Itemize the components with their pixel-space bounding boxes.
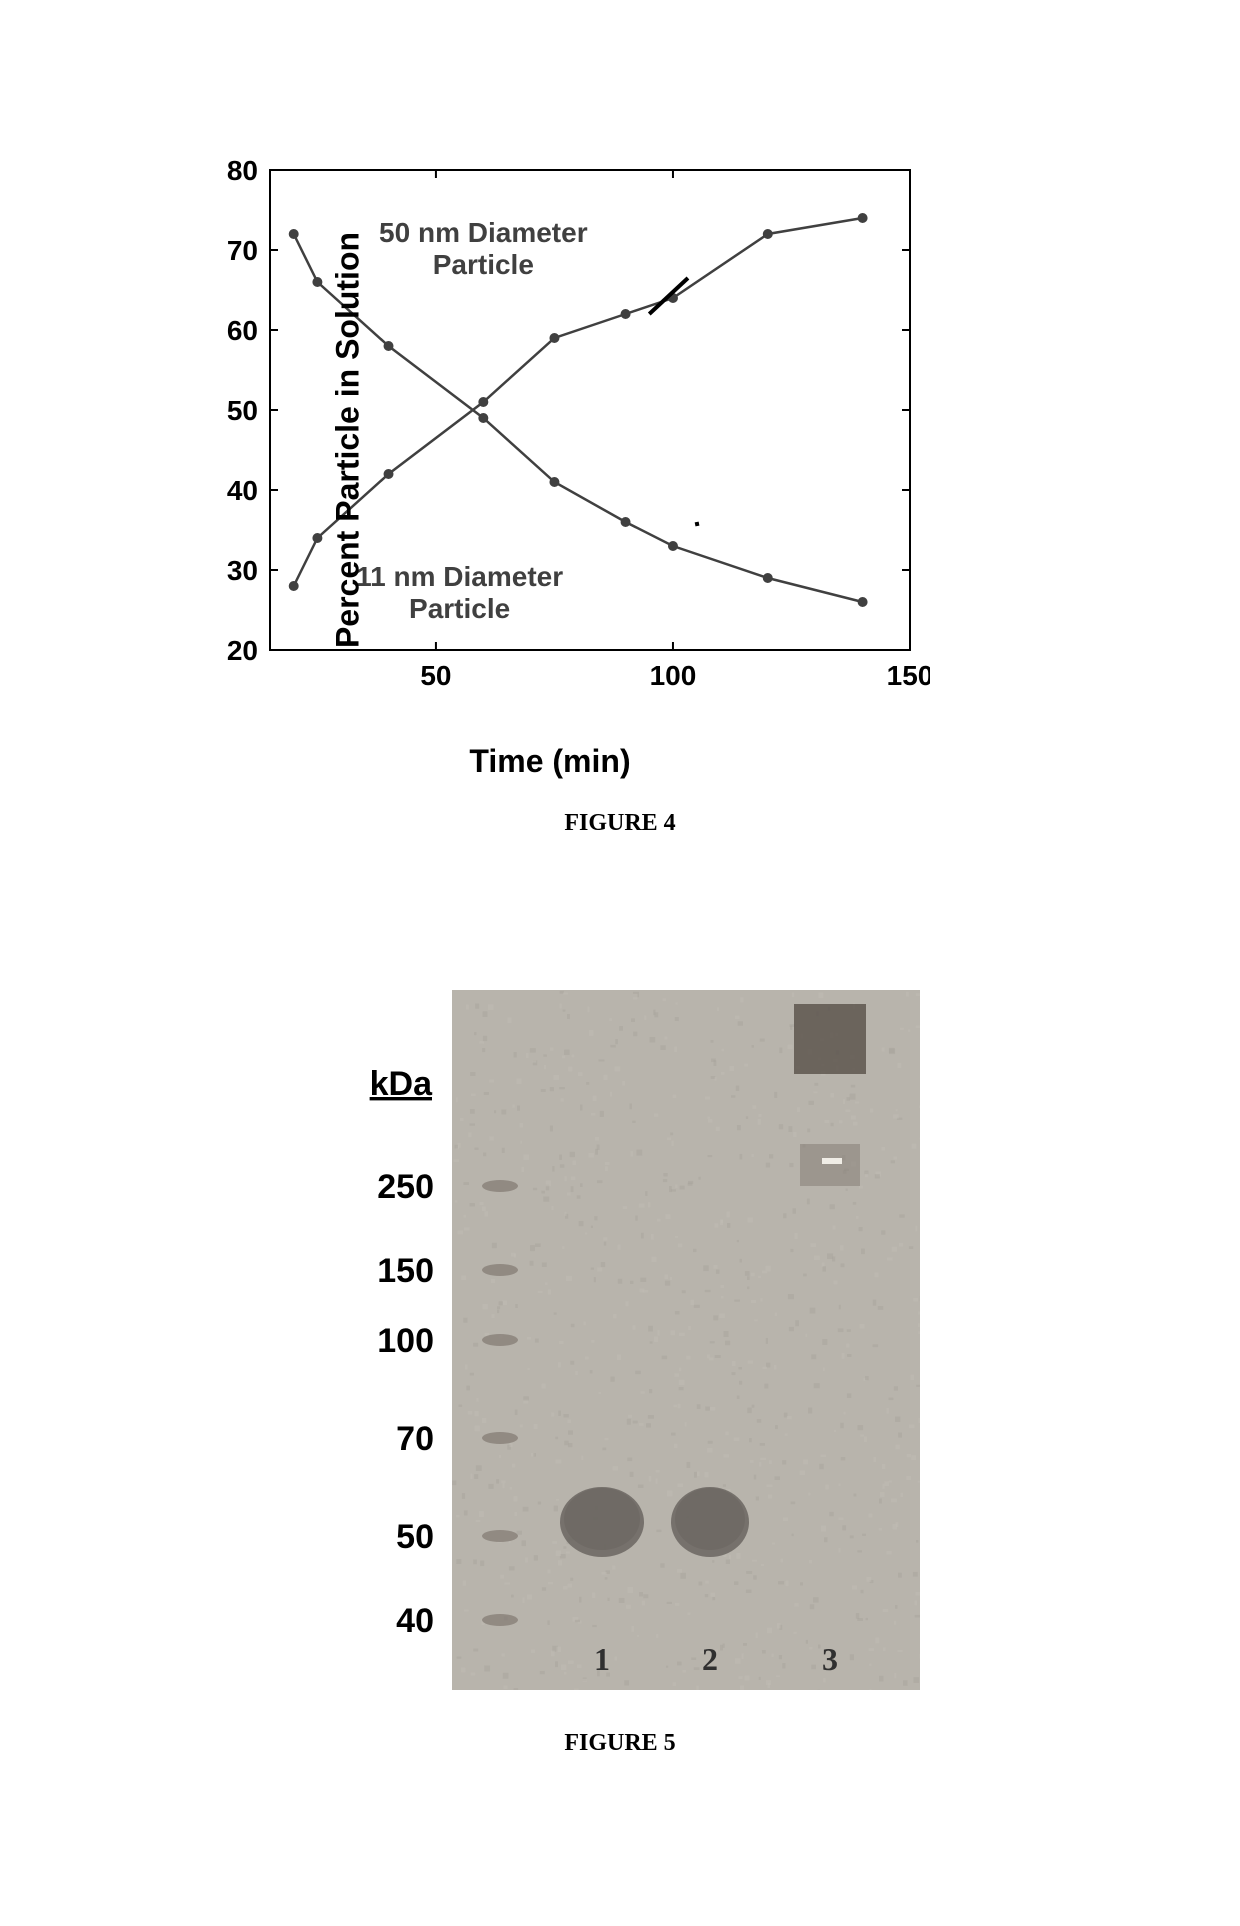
svg-text:1: 1 bbox=[594, 1641, 610, 1677]
svg-text:80: 80 bbox=[227, 155, 258, 186]
svg-text:100: 100 bbox=[650, 660, 697, 691]
svg-text:70: 70 bbox=[227, 235, 258, 266]
svg-text:50: 50 bbox=[227, 395, 258, 426]
svg-text:40: 40 bbox=[396, 1602, 434, 1640]
svg-text:40: 40 bbox=[227, 475, 258, 506]
svg-text:30: 30 bbox=[227, 555, 258, 586]
svg-text:Particle: Particle bbox=[409, 593, 510, 624]
svg-text:250: 250 bbox=[377, 1168, 434, 1206]
svg-text:50: 50 bbox=[420, 660, 451, 691]
svg-text:11 nm Diameter: 11 nm Diameter bbox=[356, 561, 563, 592]
svg-text:Particle: Particle bbox=[433, 249, 534, 280]
svg-text:60: 60 bbox=[227, 315, 258, 346]
svg-text:2: 2 bbox=[702, 1641, 718, 1677]
figure5-gel: kDa 250 150 100 70 50 40 1 2 3 bbox=[320, 990, 920, 1690]
svg-text:3: 3 bbox=[822, 1641, 838, 1677]
figure4-caption: FIGURE 4 bbox=[564, 810, 675, 837]
x-axis-label: Time (min) bbox=[469, 743, 630, 780]
svg-text:20: 20 bbox=[227, 635, 258, 666]
svg-text:100: 100 bbox=[377, 1322, 434, 1360]
figure4-chart: Percent Particle in Solution 20304050607… bbox=[170, 150, 930, 730]
svg-text:150: 150 bbox=[377, 1252, 434, 1290]
svg-text:50: 50 bbox=[396, 1518, 434, 1556]
gel-svg: kDa 250 150 100 70 50 40 1 2 3 bbox=[320, 990, 920, 1690]
svg-text:150: 150 bbox=[887, 660, 930, 691]
figure5-caption: FIGURE 5 bbox=[564, 1730, 675, 1757]
y-axis-label: Percent Particle in Solution bbox=[330, 232, 367, 648]
chart-svg: 203040506070805010015050 nm DiameterPart… bbox=[170, 150, 930, 730]
svg-text:50 nm Diameter: 50 nm Diameter bbox=[379, 217, 588, 248]
svg-text:kDa: kDa bbox=[370, 1065, 433, 1103]
svg-text:70: 70 bbox=[396, 1420, 434, 1458]
